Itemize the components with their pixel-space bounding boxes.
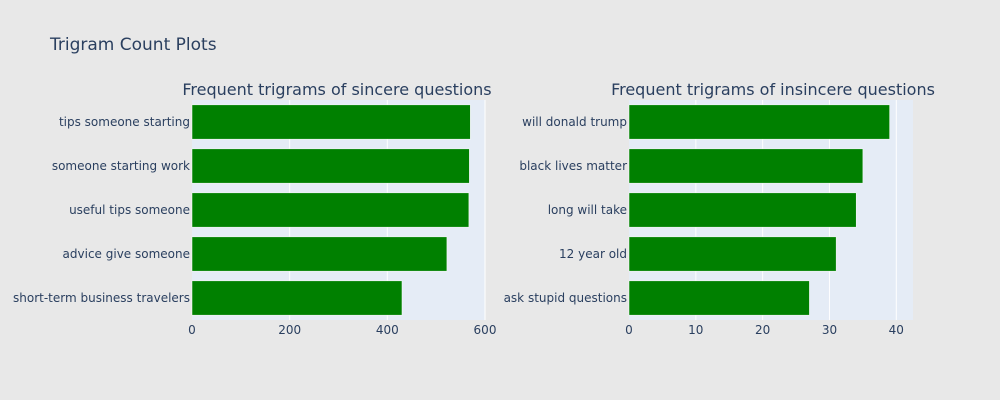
x-tick-label: 40 <box>889 323 904 337</box>
bar <box>191 236 448 272</box>
bar <box>191 280 403 316</box>
chart-panel-1: Frequent trigrams of sincere questions ti… <box>13 80 496 337</box>
figure-title: Trigram Count Plots <box>49 35 217 55</box>
category-label: ask stupid questions <box>504 291 627 305</box>
category-label: advice give someone <box>63 247 190 261</box>
x-tick-label: 20 <box>755 323 770 337</box>
subplots: Frequent trigrams of sincere questions ti… <box>13 80 935 337</box>
category-label: useful tips someone <box>69 203 190 217</box>
x-tick-label: 400 <box>376 323 399 337</box>
subplot-title: Frequent trigrams of insincere questions <box>611 80 935 99</box>
bar <box>628 280 810 316</box>
bar <box>628 148 864 184</box>
x-tick-label: 600 <box>474 323 497 337</box>
bar <box>191 148 470 184</box>
x-tick-label: 30 <box>822 323 837 337</box>
category-label: will donald trump <box>522 115 627 129</box>
x-tick-label: 0 <box>625 323 633 337</box>
category-label: someone starting work <box>52 159 190 173</box>
bar <box>191 192 470 228</box>
bar <box>191 104 471 140</box>
x-tick-label: 0 <box>188 323 196 337</box>
bar <box>628 236 837 272</box>
category-label: 12 year old <box>559 247 627 261</box>
x-tick-label: 10 <box>688 323 703 337</box>
category-label: tips someone starting <box>59 115 190 129</box>
bar <box>628 192 857 228</box>
category-label: long will take <box>548 203 627 217</box>
bar <box>628 104 890 140</box>
chart-panel-2: Frequent trigrams of insincere questions… <box>504 80 935 337</box>
category-label: short-term business travelers <box>13 291 190 305</box>
x-tick-label: 200 <box>278 323 301 337</box>
category-label: black lives matter <box>519 159 627 173</box>
subplot-title: Frequent trigrams of sincere questions <box>182 80 491 99</box>
